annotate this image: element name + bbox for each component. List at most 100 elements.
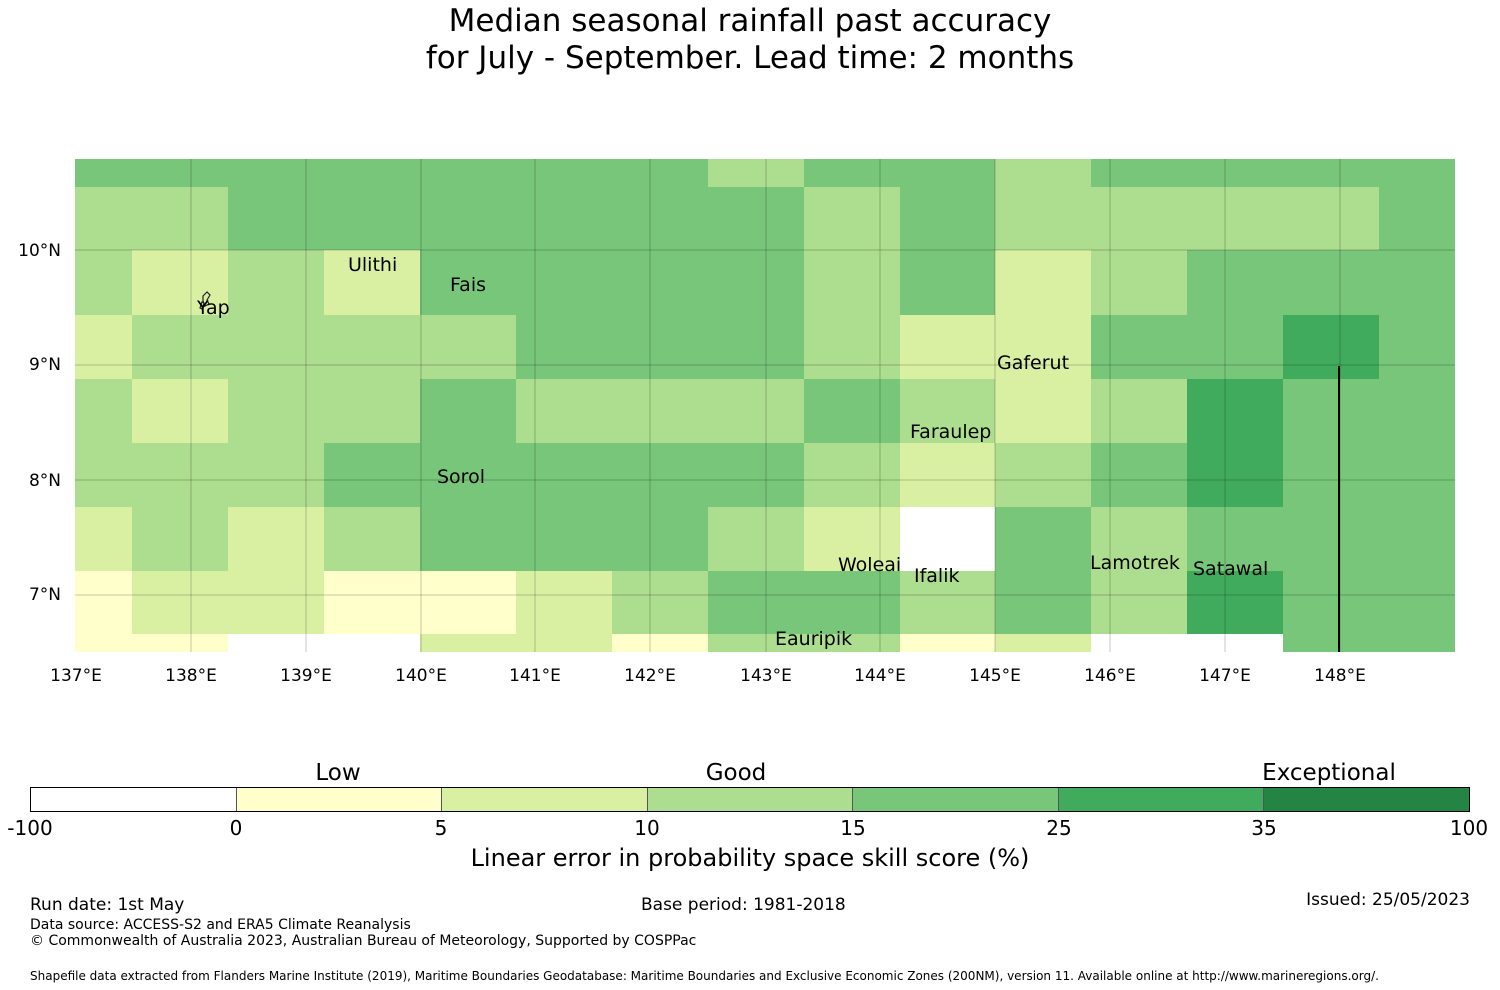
skill-cell [228, 634, 324, 652]
skill-cell [900, 250, 995, 315]
skill-cell [228, 507, 324, 571]
skill-cell [708, 571, 804, 634]
skill-cell [900, 571, 995, 634]
skill-cell [612, 571, 708, 634]
lat-tick: 9°N [29, 355, 61, 375]
skill-cell [708, 187, 804, 250]
graticule [75, 159, 1455, 652]
lat-tick: 10°N [18, 241, 61, 261]
skill-map: 137°E 138°E 139°E 140°E 141°E 142°E 143°… [18, 159, 1455, 686]
skill-cell [324, 315, 420, 379]
shapefile-credit: Shapefile data extracted from Flanders M… [30, 969, 1379, 983]
colorbar-segment [647, 788, 854, 811]
skill-cell [516, 571, 612, 634]
skill-cell [995, 159, 1091, 187]
skill-cell [324, 379, 420, 443]
lat-tick: 8°N [29, 471, 61, 491]
skill-cell [612, 507, 708, 571]
colorbar-tick: 5 [434, 816, 448, 840]
skill-cell [75, 315, 132, 379]
skill-cell [1379, 571, 1455, 634]
skill-cell [228, 443, 324, 507]
skill-cell [900, 187, 995, 250]
place-label-ulithi: Ulithi [348, 254, 397, 276]
skill-cell [612, 250, 708, 315]
skill-cell [1283, 507, 1379, 571]
skill-cell [516, 315, 612, 379]
place-label-eauripik: Eauripik [775, 628, 852, 650]
skill-cell [324, 443, 420, 507]
skill-cell [228, 159, 324, 187]
lon-tick: 143°E [740, 666, 792, 686]
colorbar-tick: 15 [840, 816, 866, 840]
skill-cell [804, 187, 900, 250]
run-date: Run date: 1st May [30, 895, 185, 915]
skill-cell [420, 379, 516, 443]
skill-cell [516, 634, 612, 652]
skill-cell [420, 634, 516, 652]
skill-cell [1379, 443, 1455, 507]
skill-cell [75, 634, 132, 652]
skill-cell [324, 571, 420, 634]
skill-cell [324, 507, 420, 571]
skill-cell [995, 634, 1091, 652]
skill-cell [228, 315, 324, 379]
skill-cell [1379, 507, 1455, 571]
colorbar-tick: 100 [1449, 816, 1489, 840]
lon-tick: 146°E [1084, 666, 1136, 686]
colorbar [30, 787, 1470, 812]
place-label-fais: Fais [450, 274, 486, 296]
colorbar-segment [442, 788, 648, 811]
skill-cell [1379, 634, 1455, 652]
skill-cell [420, 443, 516, 507]
skill-cell [1187, 507, 1283, 571]
skill-cell [1187, 187, 1283, 250]
colorbar-tick: 25 [1046, 816, 1072, 840]
lat-tick: 7°N [29, 585, 61, 605]
skill-cell [324, 187, 420, 250]
colorbar-segment [1264, 788, 1470, 811]
skill-cell [132, 187, 228, 250]
longitude-tick-labels: 137°E 138°E 139°E 140°E 141°E 142°E 143°… [50, 666, 1366, 686]
skill-cell [804, 507, 900, 571]
lon-tick: 139°E [280, 666, 332, 686]
colorbar-tick: 0 [229, 816, 243, 840]
skill-cell [900, 443, 995, 507]
skill-cell [1379, 159, 1455, 187]
place-label-sorol: Sorol [437, 466, 485, 488]
skill-cell [995, 571, 1091, 634]
skill-cell [132, 443, 228, 507]
skill-cell [1187, 571, 1283, 634]
lon-tick: 141°E [509, 666, 561, 686]
lon-tick: 140°E [395, 666, 447, 686]
colorbar-label: Linear error in probability space skill … [470, 844, 1030, 872]
skill-cell [516, 187, 612, 250]
skill-cell [612, 187, 708, 250]
latitude-tick-labels: 10°N 9°N 8°N 7°N [18, 241, 61, 605]
skill-cell [1187, 443, 1283, 507]
skill-cell [995, 315, 1091, 379]
place-label-faraulep: Faraulep [910, 421, 991, 443]
skill-cell [420, 187, 516, 250]
skill-cell [995, 443, 1091, 507]
place-label-gaferut: Gaferut [997, 352, 1069, 374]
skill-cell [804, 159, 900, 187]
place-label-satawal: Satawal [1193, 558, 1268, 580]
skill-cell [132, 634, 228, 652]
skill-cell [1091, 571, 1187, 634]
lon-tick: 144°E [854, 666, 906, 686]
skill-cell [75, 571, 132, 634]
skill-cell [1187, 315, 1283, 379]
place-label-yap: Yap [196, 297, 230, 319]
yap-island-outline [199, 291, 211, 310]
lon-tick: 137°E [50, 666, 102, 686]
skill-grid-cells [75, 159, 1455, 652]
skill-cell [995, 187, 1091, 250]
skill-cell [1379, 250, 1455, 315]
skill-cell [228, 571, 324, 634]
skill-cell [708, 634, 804, 652]
skill-cell [1379, 315, 1455, 379]
lon-tick: 145°E [969, 666, 1021, 686]
skill-cell [516, 507, 612, 571]
skill-cell [804, 443, 900, 507]
